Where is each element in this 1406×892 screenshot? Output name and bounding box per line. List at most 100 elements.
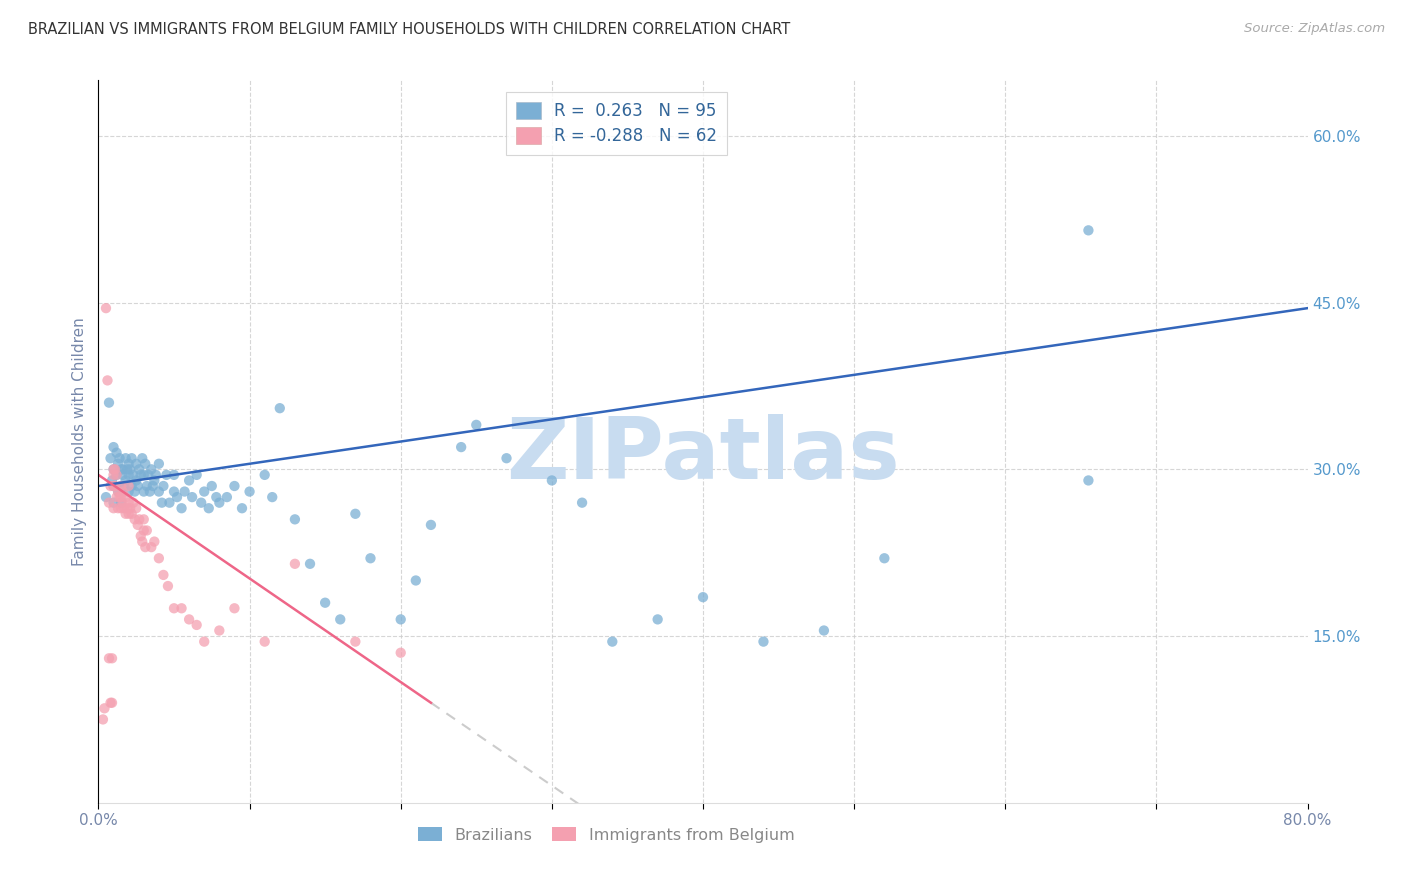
- Point: [107, 501, 129, 516]
- Point: [253, 634, 276, 648]
- Point: [98, 395, 121, 409]
- Point: [253, 467, 276, 482]
- Point: [108, 490, 131, 504]
- Point: [125, 457, 148, 471]
- Point: [239, 484, 262, 499]
- Point: [224, 479, 246, 493]
- Point: [145, 467, 167, 482]
- Point: [131, 451, 153, 466]
- Point: [118, 467, 141, 482]
- Point: [186, 618, 208, 632]
- Point: [148, 484, 170, 499]
- Point: [495, 451, 517, 466]
- Point: [405, 574, 427, 588]
- Point: [156, 579, 179, 593]
- Point: [105, 467, 128, 482]
- Point: [120, 462, 142, 476]
- Point: [155, 467, 177, 482]
- Point: [103, 467, 125, 482]
- Point: [150, 496, 173, 510]
- Point: [125, 474, 148, 488]
- Point: [170, 501, 193, 516]
- Point: [105, 490, 128, 504]
- Point: [152, 479, 174, 493]
- Point: [190, 496, 212, 510]
- Point: [125, 501, 148, 516]
- Point: [120, 501, 142, 516]
- Point: [186, 467, 208, 482]
- Point: [148, 551, 170, 566]
- Point: [94, 490, 117, 504]
- Point: [93, 701, 115, 715]
- Point: [134, 457, 156, 471]
- Point: [1077, 474, 1099, 488]
- Point: [100, 451, 122, 466]
- Point: [602, 634, 624, 648]
- Point: [540, 474, 562, 488]
- Point: [103, 496, 125, 510]
- Point: [135, 479, 157, 493]
- Point: [122, 467, 145, 482]
- Point: [193, 484, 215, 499]
- Point: [420, 517, 443, 532]
- Point: [262, 490, 284, 504]
- Point: [111, 484, 134, 499]
- Text: ZIPatlas: ZIPatlas: [506, 415, 900, 498]
- Point: [143, 534, 166, 549]
- Point: [181, 490, 204, 504]
- Point: [101, 474, 124, 488]
- Point: [111, 496, 134, 510]
- Point: [205, 490, 228, 504]
- Point: [114, 451, 136, 466]
- Point: [692, 590, 714, 604]
- Point: [112, 501, 135, 516]
- Point: [103, 501, 125, 516]
- Point: [139, 484, 162, 499]
- Point: [101, 696, 124, 710]
- Point: [389, 612, 412, 626]
- Point: [121, 479, 143, 493]
- Point: [389, 646, 412, 660]
- Point: [114, 474, 136, 488]
- Point: [269, 401, 291, 416]
- Point: [179, 612, 201, 626]
- Point: [104, 479, 127, 493]
- Point: [1077, 223, 1099, 237]
- Point: [163, 484, 186, 499]
- Point: [193, 634, 215, 648]
- Point: [571, 496, 593, 510]
- Point: [107, 457, 129, 471]
- Point: [647, 612, 669, 626]
- Point: [344, 634, 367, 648]
- Point: [129, 467, 152, 482]
- Point: [152, 568, 174, 582]
- Point: [103, 462, 125, 476]
- Point: [124, 484, 146, 499]
- Point: [110, 462, 132, 476]
- Point: [111, 467, 134, 482]
- Point: [136, 467, 159, 482]
- Point: [142, 479, 165, 493]
- Point: [107, 484, 129, 499]
- Point: [112, 479, 135, 493]
- Point: [215, 490, 238, 504]
- Point: [98, 651, 121, 665]
- Point: [132, 467, 155, 482]
- Point: [873, 551, 896, 566]
- Point: [114, 490, 136, 504]
- Point: [101, 651, 124, 665]
- Point: [110, 490, 132, 504]
- Point: [131, 534, 153, 549]
- Point: [148, 457, 170, 471]
- Point: [197, 501, 219, 516]
- Point: [110, 496, 132, 510]
- Point: [132, 512, 155, 526]
- Point: [141, 462, 163, 476]
- Point: [752, 634, 775, 648]
- Point: [284, 512, 307, 526]
- Point: [104, 462, 127, 476]
- Legend: Brazilians, Immigrants from Belgium: Brazilians, Immigrants from Belgium: [412, 821, 801, 849]
- Point: [114, 507, 136, 521]
- Point: [107, 484, 129, 499]
- Point: [110, 479, 132, 493]
